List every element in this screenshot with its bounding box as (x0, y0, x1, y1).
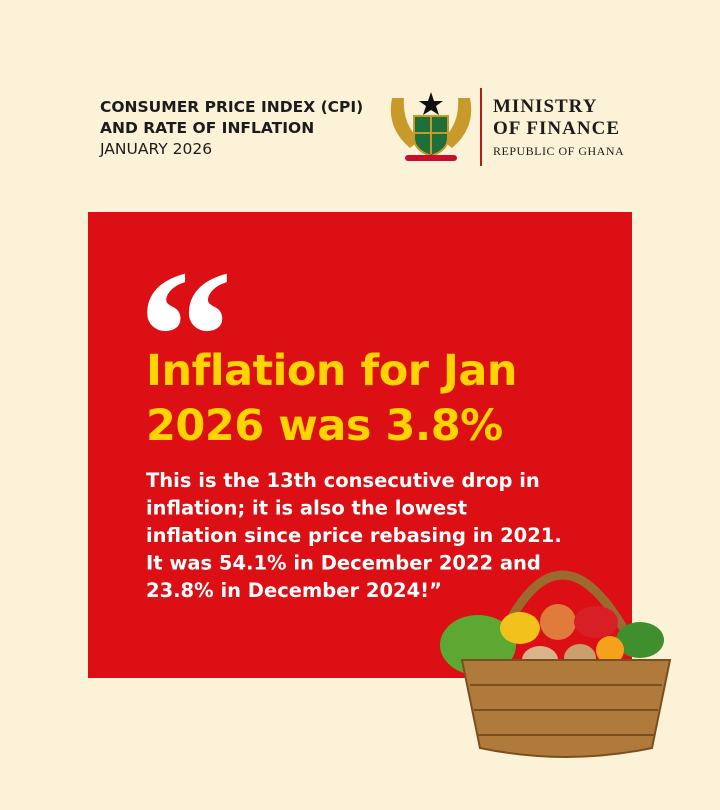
body-text: 23.8% in December 2024!” (146, 579, 442, 602)
coat-of-arms (390, 92, 472, 161)
headline: 2026 was 3.8% (146, 401, 503, 451)
headline: Inflation for Jan (146, 346, 517, 396)
body-text: This is the 13th consecutive drop in (146, 469, 540, 492)
body-text: It was 54.1% in December 2022 and (146, 552, 541, 575)
basket-illustration (440, 570, 672, 758)
ministry-subtitle: REPUBLIC OF GHANA (493, 144, 624, 158)
header-title: JANUARY 2026 (99, 140, 212, 158)
body-text: inflation; it is also the lowest (146, 497, 467, 520)
ministry-name: MINISTRY (493, 96, 597, 117)
ministry-name: OF FINANCE (493, 118, 620, 139)
quote-mark: “ (138, 232, 233, 442)
header: CONSUMER PRICE INDEX (CPI) AND RATE OF IN… (99, 96, 624, 158)
header-title: AND RATE OF INFLATION (100, 119, 314, 137)
quote-box (88, 212, 632, 678)
header-title: CONSUMER PRICE INDEX (CPI) (100, 98, 363, 116)
body-text: inflation since price rebasing in 2021. (146, 524, 562, 547)
